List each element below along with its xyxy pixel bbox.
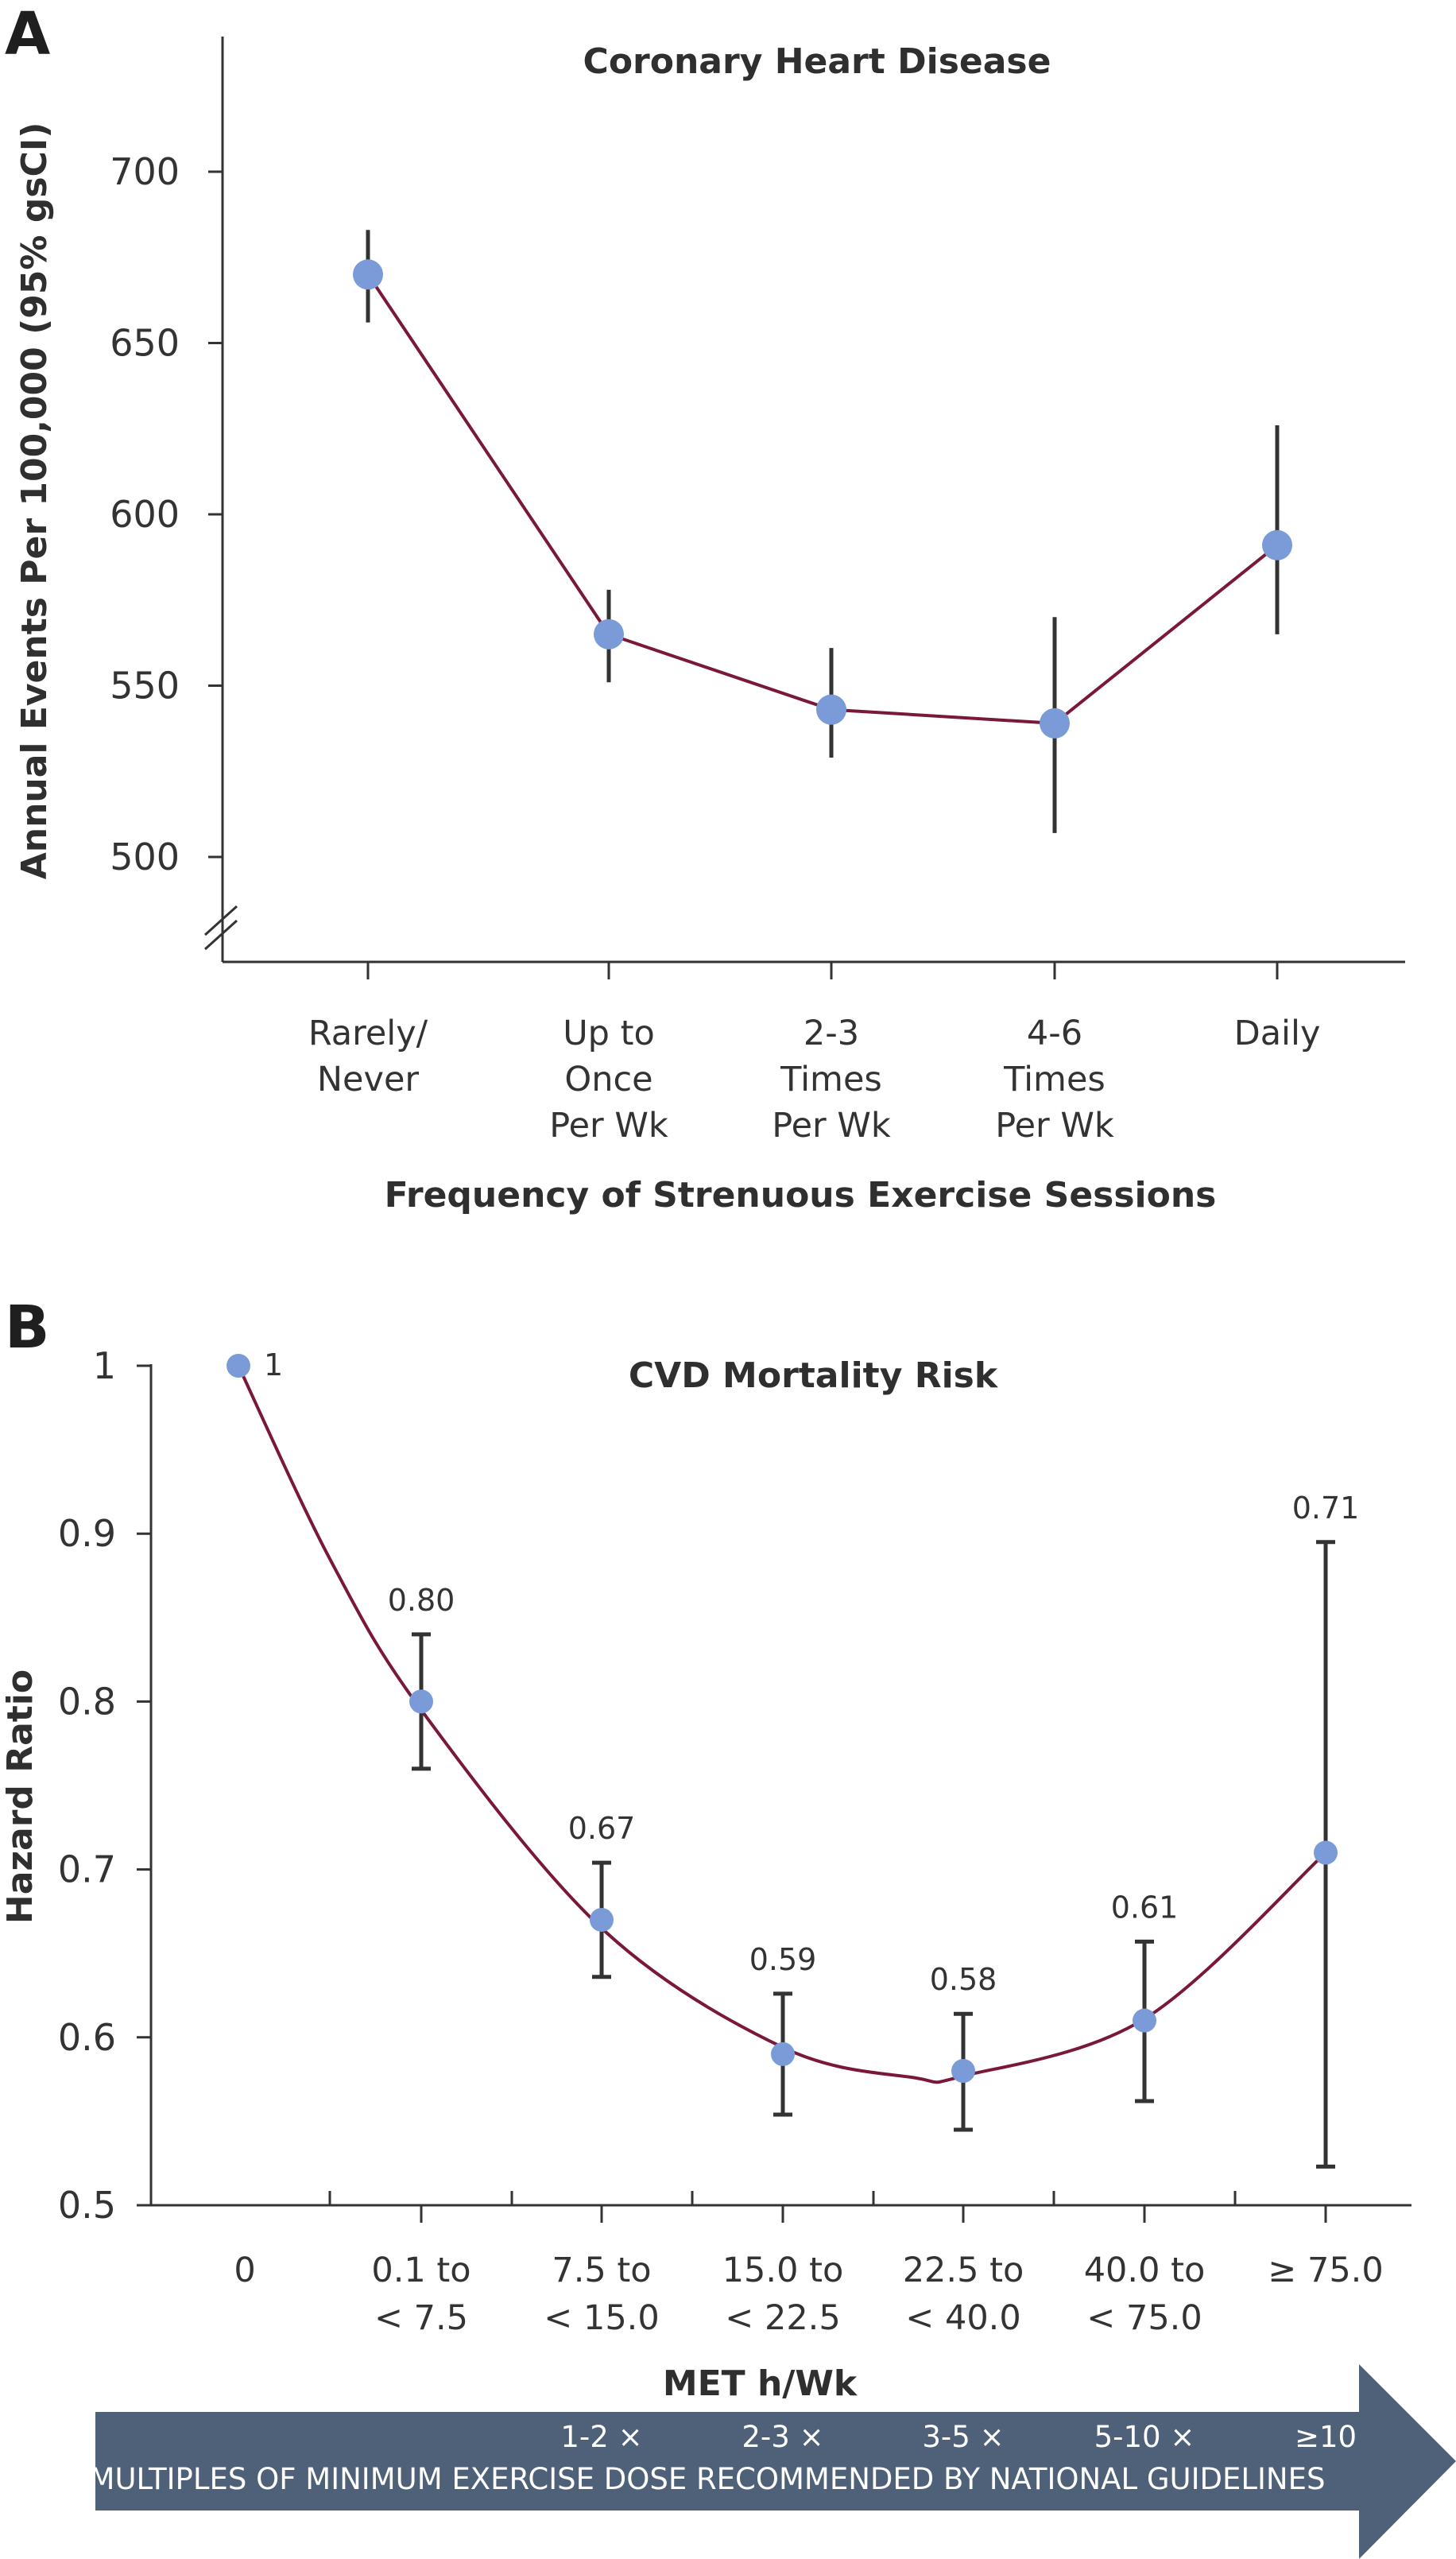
panel-b-data-label: 0.61: [1111, 1890, 1179, 1925]
panel-b-x-tick-label: < 75.0: [1086, 2298, 1202, 2338]
guideline-arrow-shape: [95, 2364, 1456, 2559]
panel-b-x-tick-label: 0: [234, 2251, 255, 2290]
panel-a-x-tick-label: Daily: [1234, 1014, 1321, 1053]
panel-a-axis-break: [203, 905, 238, 951]
panel-b-point: [1133, 2008, 1156, 2033]
panel-b-data-label: 1: [264, 1347, 283, 1382]
panel-a-x-tick-label: Per Wk: [995, 1106, 1114, 1146]
panel-a-x-tick-label: Per Wk: [772, 1106, 891, 1146]
guideline-multiple-label: ≥10: [1295, 2420, 1357, 2454]
guideline-multiple-label: 5-10 ×: [1094, 2420, 1195, 2454]
panel-b-x-tick-label: < 7.5: [374, 2298, 468, 2338]
panel-b-x-ticks: 0 0.1 to < 7.5 7.5 to < 15.0 15.0 to < 22.5 22.…: [234, 2191, 1384, 2338]
panel-a-points: [353, 259, 1292, 739]
guideline-caption: MULTIPLES OF MINIMUM EXERCISE DOSE RECOM…: [90, 2462, 1326, 2496]
panel-b-point: [1314, 1840, 1338, 1865]
panel-a-point: [594, 618, 624, 649]
panel-a-y-tick-label: 700: [110, 150, 180, 193]
panel-a-x-ticks: Rarely/Never Up to Once Per Wk 2-3 Times Per W…: [308, 962, 1321, 1146]
panel-a-point: [816, 694, 846, 725]
panel-a-x-tick-label: 2-3: [804, 1014, 859, 1053]
panel-b-y-tick-label: 0.8: [58, 1680, 116, 1723]
guideline-arrow: 1-2 × 2-3 × 3-5 × 5-10 × ≥10 MULTIPLES OF MI…: [90, 2364, 1456, 2559]
panel-a-letter: A: [5, 0, 50, 68]
panel-b-letter: B: [5, 1293, 49, 1362]
panel-b-y-tick-label: 1: [93, 1344, 116, 1387]
panel-b-x-label: MET h/Wk: [663, 2363, 858, 2404]
panel-b-y-tick-label: 0.5: [58, 2184, 116, 2227]
panel-a-x-tick-label: Once: [564, 1060, 652, 1099]
panel-b-data-label: 0.58: [930, 1962, 997, 1997]
panel-a-x-tick-label: Times: [1003, 1060, 1106, 1099]
panel-b-fit-curve: [237, 1365, 1327, 2084]
panel-a-y-ticks: 500 550 600 650 700: [110, 150, 223, 878]
panel-a-error-bars: [366, 230, 1280, 833]
panel-a-x-label: Frequency of Strenuous Exercise Sessions: [385, 1175, 1217, 1216]
panel-a-x-tick-label: Up to: [563, 1014, 655, 1053]
panel-a-x-tick-label: Rarely/: [308, 1014, 428, 1053]
panel-a-y-tick-label: 500: [110, 836, 180, 878]
panel-b-x-tick-label: 22.5 to: [903, 2251, 1024, 2290]
panel-b-x-tick-label: < 15.0: [544, 2298, 659, 2338]
panel-b-x-tick-label: 40.0 to: [1084, 2251, 1206, 2290]
panel-a-y-tick-label: 600: [110, 493, 180, 536]
panel-b-point: [771, 2041, 795, 2066]
panel-a-y-tick-label: 650: [110, 322, 180, 365]
panel-b-x-tick-label: 15.0 to: [722, 2251, 844, 2290]
panel-b-point: [409, 1689, 433, 1714]
panel-b-data-label: 0.67: [568, 1811, 636, 1846]
panel-a-series-line: [366, 273, 1279, 725]
guideline-multiples: 1-2 × 2-3 × 3-5 × 5-10 × ≥10: [560, 2420, 1357, 2454]
panel-b-y-tick-label: 0.9: [58, 1512, 116, 1555]
panel-b-x-tick-label: < 22.5: [725, 2298, 840, 2338]
panel-b-data-label: 0.59: [749, 1942, 817, 1977]
panel-b-title: CVD Mortality Risk: [629, 1355, 999, 1396]
panel-a-x-tick-label: 4-6: [1027, 1014, 1082, 1053]
guideline-multiple-label: 2-3 ×: [742, 2420, 823, 2454]
panel-b-point: [227, 1354, 250, 1378]
guideline-multiple-label: 3-5 ×: [922, 2420, 1004, 2454]
panel-a-point: [353, 259, 383, 290]
panel-a-title: Coronary Heart Disease: [583, 41, 1051, 82]
panel-a-point: [1040, 708, 1070, 739]
panel-b-x-tick-label: 0.1 to: [371, 2251, 470, 2290]
panel-b-y-label: Hazard Ratio: [0, 1669, 41, 1924]
panel-b-data-labels: 1 0.80 0.67 0.59 0.58 0.61 0.71: [264, 1347, 1359, 1997]
panel-a-x-tick-label: Never: [317, 1060, 420, 1099]
panel-b-y-tick-label: 0.6: [58, 2016, 116, 2059]
panel-b-data-label: 0.71: [1292, 1491, 1360, 1526]
panel-b-point: [951, 2059, 975, 2084]
panel-a-x-tick-label: Times: [780, 1060, 882, 1099]
panel-a: A Coronary Heart Disease 500 550 600 650 700…: [5, 0, 1405, 1216]
panel-b-x-tick-label: 7.5 to: [552, 2251, 651, 2290]
panel-a-point: [1262, 529, 1292, 560]
guideline-multiple-label: 1-2 ×: [560, 2420, 642, 2454]
panel-a-y-label: Annual Events Per 100,000 (95% gsCI): [14, 122, 55, 880]
panel-a-x-tick-label: Per Wk: [549, 1106, 668, 1146]
panel-b-x-tick-label: ≥ 75.0: [1268, 2251, 1383, 2290]
panel-b-y-tick-label: 0.7: [58, 1848, 116, 1891]
panel-b-x-tick-label: < 40.0: [905, 2298, 1020, 2338]
panel-b-points: [227, 1354, 1338, 2084]
panel-b-y-ticks: 0.5 0.6 0.7 0.8 0.9 1: [58, 1344, 151, 2227]
panel-b-point: [590, 1907, 614, 1932]
panel-a-y-tick-label: 550: [110, 665, 180, 708]
panel-b-data-label: 0.80: [388, 1583, 455, 1618]
